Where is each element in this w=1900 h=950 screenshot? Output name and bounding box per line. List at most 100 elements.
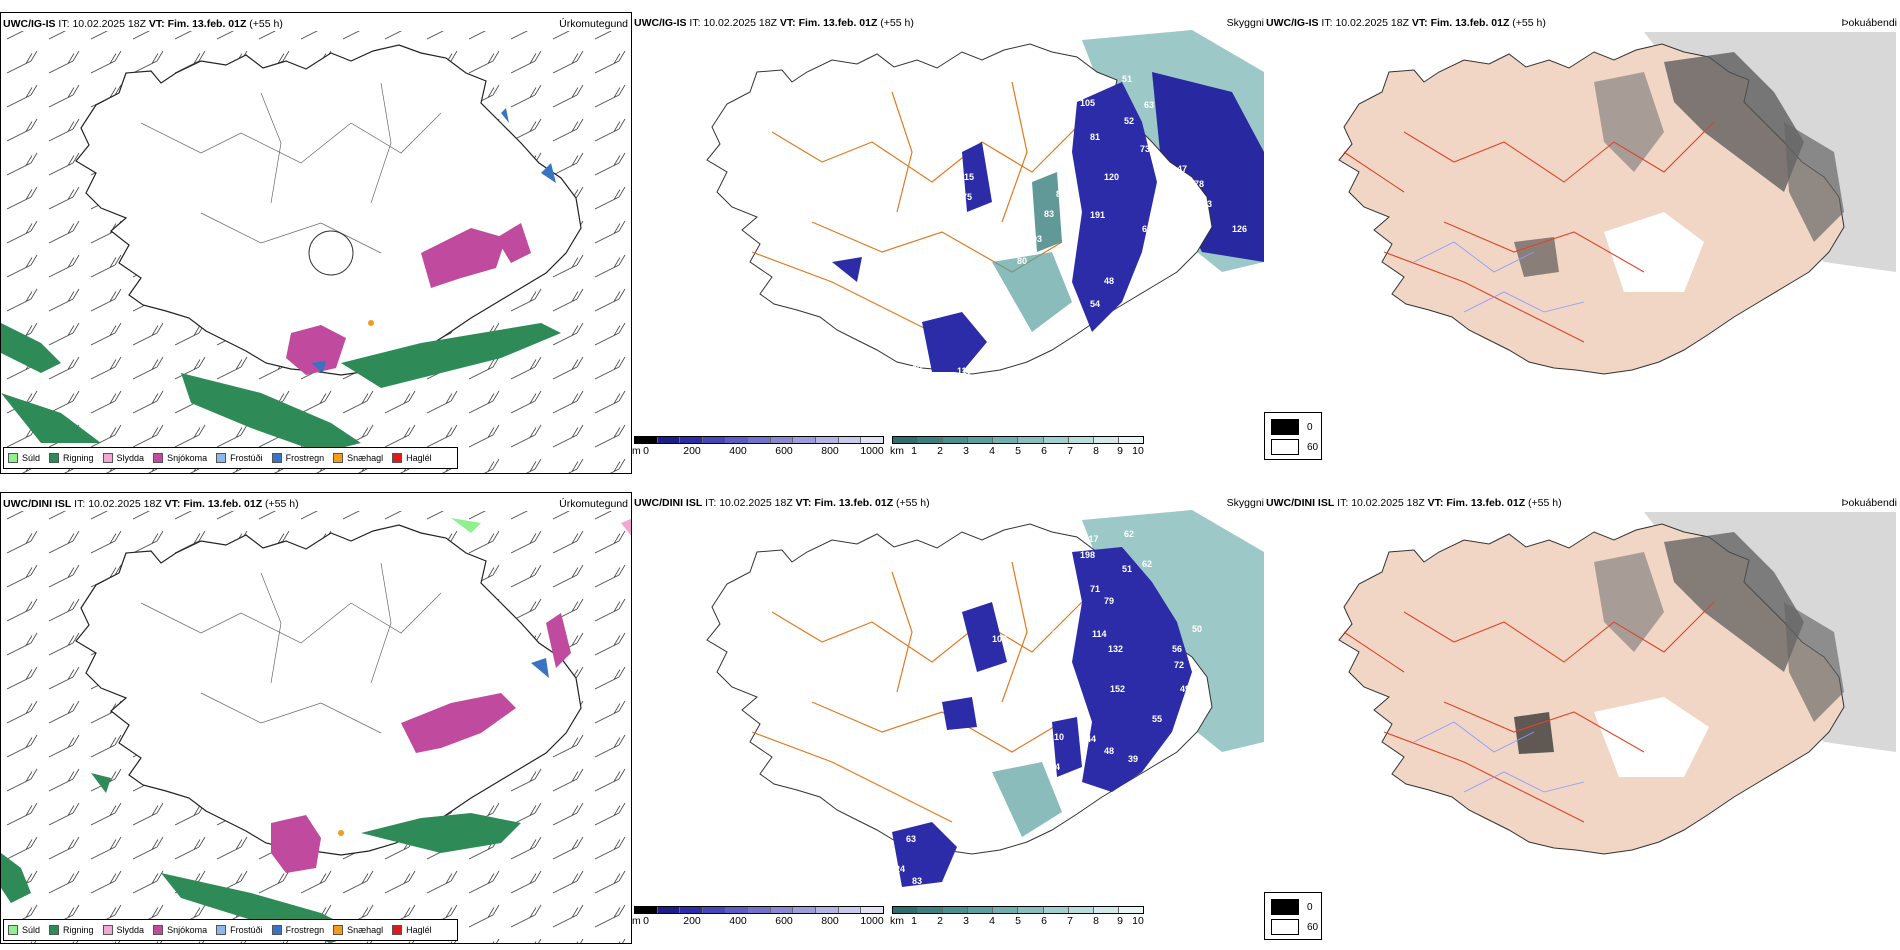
legend-item: Snæhagl bbox=[333, 453, 383, 463]
ceiling-label: 51 bbox=[1122, 564, 1132, 574]
ceiling-label: 191 bbox=[1090, 210, 1105, 220]
ceiling-label: 101 bbox=[990, 184, 1005, 194]
tick-label: 2 bbox=[937, 445, 943, 457]
ceiling-label: 63 bbox=[906, 834, 916, 844]
legend-item: Snjókoma bbox=[153, 925, 207, 935]
tick-label: 1 bbox=[911, 915, 917, 927]
unit-label: m bbox=[632, 445, 641, 457]
tick-label: 200 bbox=[683, 445, 701, 457]
ceiling-label: 80 bbox=[1017, 256, 1027, 266]
ceiling-label: 36 bbox=[937, 376, 947, 386]
visibility-panel-1: UWC/IG-IS IT: 10.02.2025 18Z VT: Fim. 13… bbox=[632, 12, 1264, 474]
panel-title: UWC/DINI ISL IT: 10.02.2025 18Z VT: Fim.… bbox=[634, 497, 930, 509]
panel-title: UWC/DINI ISL IT: 10.02.2025 18Z VT: Fim.… bbox=[3, 498, 299, 510]
ceiling-label: 99 bbox=[912, 364, 922, 374]
ceiling-label: 63 bbox=[1142, 224, 1152, 234]
fog-panel-1: UWC/IG-IS IT: 10.02.2025 18Z VT: Fim. 13… bbox=[1264, 12, 1900, 474]
ceiling-label: 105 bbox=[1080, 98, 1095, 108]
tick-label: 1000 bbox=[860, 445, 884, 457]
tick-label: 8 bbox=[1093, 445, 1099, 457]
ceiling-label: 118 bbox=[994, 674, 1009, 684]
tick-label: 6 bbox=[1041, 445, 1047, 457]
tick-label: 3 bbox=[963, 445, 969, 457]
fog-legend: 0 60 bbox=[1264, 892, 1322, 940]
ceiling-label: 73 bbox=[1057, 646, 1067, 656]
ceiling-label: 51 bbox=[1122, 74, 1132, 84]
ceiling-label: 81 bbox=[1090, 132, 1100, 142]
ceiling-label: 114 bbox=[1092, 629, 1107, 639]
ceiling-label: 52 bbox=[1124, 116, 1134, 126]
ceiling-label: 10 bbox=[1054, 732, 1064, 742]
ceiling-label: 83 bbox=[1044, 209, 1054, 219]
legend-item: Slydda bbox=[102, 453, 144, 463]
ceiling-label: 50 bbox=[1192, 624, 1202, 634]
ceiling-label: 79 bbox=[1104, 596, 1114, 606]
ceiling-label: 48 bbox=[1104, 746, 1114, 756]
ceiling-label: 44 bbox=[1050, 762, 1060, 772]
panel-title: UWC/IG-IS IT: 10.02.2025 18Z VT: Fim. 13… bbox=[1266, 17, 1546, 29]
tick-label: 5 bbox=[1015, 445, 1021, 457]
precip-legend: Súld Rigning Slydda Snjókoma Frostúði Fr… bbox=[3, 447, 458, 469]
ceiling-label: 44 bbox=[1086, 734, 1096, 744]
tick-label: 800 bbox=[821, 445, 839, 457]
panel-title: UWC/IG-IS IT: 10.02.2025 18Z VT: Fim. 13… bbox=[634, 17, 914, 29]
legend-item: Snæhagl bbox=[333, 925, 383, 935]
tick-label: 9 bbox=[1117, 915, 1123, 927]
tick-label: 4 bbox=[989, 915, 995, 927]
ceiling-label: 103 bbox=[992, 634, 1007, 644]
unit-label: km bbox=[890, 445, 904, 457]
ceiling-label: 120 bbox=[1104, 172, 1119, 182]
tick-label: 400 bbox=[729, 915, 747, 927]
legend-item: Slydda bbox=[102, 925, 144, 935]
panel-subtitle: Þokuábendi bbox=[1841, 17, 1897, 29]
ceiling-label: 57 bbox=[1170, 184, 1180, 194]
fog-map bbox=[1338, 512, 1896, 855]
ceiling-label: 86 bbox=[1052, 629, 1062, 639]
unit-label: km bbox=[890, 915, 904, 927]
ceiling-label: 62 bbox=[1124, 529, 1134, 539]
ceiling-label: 47 bbox=[1180, 222, 1190, 232]
tick-label: 600 bbox=[775, 915, 793, 927]
legend-item: Haglél bbox=[392, 925, 432, 935]
ceiling-label: 66 bbox=[1056, 664, 1066, 674]
precip-legend: Súld Rigning Slydda Snjókoma Frostúði Fr… bbox=[3, 919, 458, 941]
panel-subtitle: Þokuábendi bbox=[1841, 497, 1897, 509]
tick-label: 200 bbox=[683, 915, 701, 927]
tick-label: 7 bbox=[1067, 915, 1073, 927]
panel-title: UWC/IG-IS IT: 10.02.2025 18Z VT: Fim. 13… bbox=[3, 18, 283, 30]
ceiling-label: 63 bbox=[1144, 100, 1154, 110]
precip-map bbox=[1, 511, 631, 943]
ceiling-label: 15 bbox=[964, 172, 974, 182]
ceiling-label: 47 bbox=[1177, 164, 1187, 174]
ceiling-label: 56 bbox=[982, 349, 992, 359]
legend-item: Frostregn bbox=[271, 925, 324, 935]
ceiling-label: 75 bbox=[962, 192, 972, 202]
visibility-map: 117 62 198 51 62 71 79 103 86 73 66 114 … bbox=[706, 510, 1264, 887]
panel-subtitle: Úrkomutegund bbox=[559, 498, 628, 510]
ceiling-label: 126 bbox=[1232, 224, 1247, 234]
ceiling-label: 55 bbox=[1152, 714, 1162, 724]
ceiling-label: 87 bbox=[1056, 189, 1066, 199]
ceiling-label: 132 bbox=[1108, 644, 1123, 654]
legend-item: Snjókoma bbox=[153, 453, 207, 463]
tick-label: 0 bbox=[643, 915, 649, 927]
tick-label: 10 bbox=[1132, 445, 1144, 457]
ceiling-label: 54 bbox=[1090, 299, 1100, 309]
ceiling-label: 73 bbox=[1028, 706, 1038, 716]
tick-label: 0 bbox=[643, 445, 649, 457]
ceiling-label: 53 bbox=[1202, 199, 1212, 209]
ceiling-label: 62 bbox=[1142, 559, 1152, 569]
ceiling-label: 35 bbox=[1067, 339, 1077, 349]
tick-label: 9 bbox=[1117, 445, 1123, 457]
tick-label: 4 bbox=[989, 445, 995, 457]
ceiling-label: 39 bbox=[1128, 754, 1138, 764]
ceiling-label: 70 bbox=[1066, 784, 1076, 794]
ceiling-label: 85 bbox=[908, 384, 918, 394]
ceiling-colorbar: m 0 200 400 600 800 1000 bbox=[632, 906, 884, 928]
ceiling-label: 83 bbox=[912, 876, 922, 886]
panel-title: UWC/DINI ISL IT: 10.02.2025 18Z VT: Fim.… bbox=[1266, 497, 1562, 509]
legend-item: Frostúði bbox=[216, 925, 263, 935]
ceiling-label: 198 bbox=[1080, 550, 1095, 560]
legend-item: Súld bbox=[8, 453, 40, 463]
ceiling-label: 48 bbox=[1104, 276, 1114, 286]
